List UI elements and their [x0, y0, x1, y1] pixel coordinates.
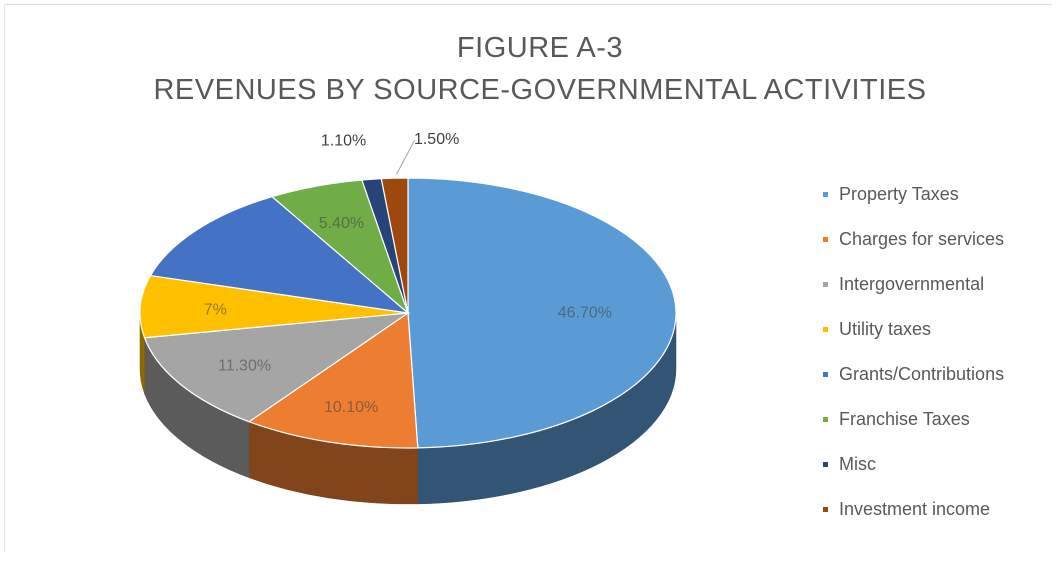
- legend-label: Grants/Contributions: [839, 364, 1005, 384]
- legend-swatch: [823, 372, 828, 377]
- pie-slice-property-taxes: [407, 177, 677, 449]
- pie-side-walls: [139, 312, 677, 505]
- pie-slice-charges-for-services: [247, 311, 419, 449]
- leader-line: [396, 139, 416, 175]
- chart-legend: Property Taxes Charges for services Interg…: [823, 172, 1004, 532]
- pie-slice-intergovernmental: [143, 312, 411, 423]
- data-label-charges-for-services: 10.10%: [324, 399, 378, 416]
- legend-item: Franchise Taxes: [823, 397, 1004, 442]
- legend-item: Intergovernmental: [823, 262, 1004, 307]
- legend-item: Utility taxes: [823, 307, 1004, 352]
- legend-swatch: [823, 282, 828, 287]
- legend-label: Investment income: [839, 499, 991, 519]
- data-label-intergovernmental: 11.30%: [218, 358, 271, 375]
- legend-item: Grants/Contributions: [823, 352, 1004, 397]
- chart-title: FIGURE A-3: [456, 32, 624, 64]
- legend-swatch: [823, 237, 828, 242]
- legend-label: Property Taxes: [839, 184, 959, 204]
- pie-data-labels: 46.70% 10.10% 11.30% 7% 5.40% 1.10% 1.50%: [204, 131, 612, 416]
- pie-slice-utility-taxes: [139, 274, 409, 339]
- chart-frame: [4, 4, 1052, 552]
- legend-item: Property Taxes: [823, 172, 1004, 217]
- pie-slice-investment-income: [380, 177, 409, 314]
- data-label-investment-income: 1.50%: [414, 131, 459, 148]
- data-label-property-taxes: 46.70%: [558, 304, 612, 321]
- data-label-utility-taxes: 7%: [204, 301, 227, 318]
- chart-subtitle: REVENUES BY SOURCE-GOVERNMENTAL ACTIVITI…: [153, 74, 927, 106]
- legend-label: Misc: [839, 454, 876, 474]
- legend-item: Charges for services: [823, 217, 1004, 262]
- pie-slices: [139, 177, 677, 449]
- data-label-franchise-taxes: 5.40%: [319, 215, 364, 232]
- data-label-misc: 1.10%: [321, 132, 366, 149]
- legend-item: Investment income: [823, 487, 1004, 532]
- legend-label: Utility taxes: [839, 319, 932, 339]
- legend-swatch: [823, 417, 828, 422]
- legend-label: Franchise Taxes: [839, 409, 970, 429]
- pie-slice-grants-contributions: [149, 195, 410, 314]
- legend-swatch: [823, 192, 828, 197]
- legend-swatch: [823, 507, 828, 512]
- legend-swatch: [823, 327, 828, 332]
- legend-swatch: [823, 462, 828, 467]
- legend-label: Charges for services: [839, 229, 1005, 249]
- legend-label: Intergovernmental: [839, 274, 985, 294]
- legend-item: Misc: [823, 442, 1004, 487]
